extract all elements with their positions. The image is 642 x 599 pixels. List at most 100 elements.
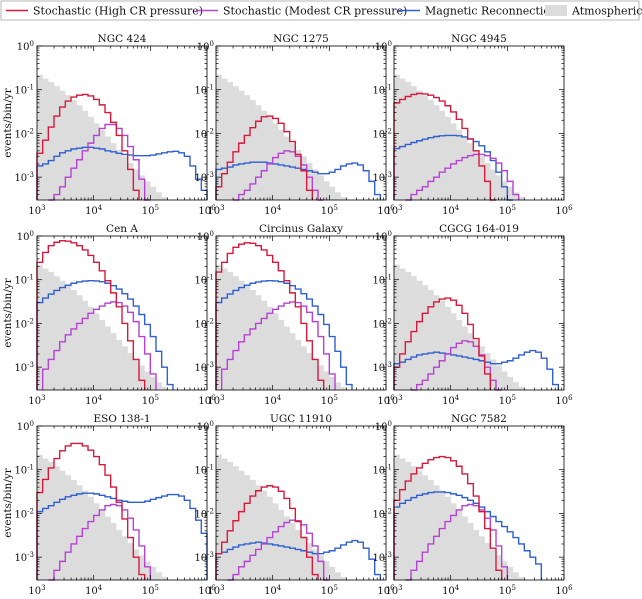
atmospheric-bar [496,365,502,390]
atmospheric-bar [295,149,302,200]
atmospheric-bar [150,376,157,390]
atmospheric-bar [507,566,514,580]
high-series-line [36,442,146,580]
x-tick-label: 105 [142,394,159,407]
x-tick-label: 104 [85,394,103,407]
atmospheric-bar [139,365,145,390]
panel-ngc-424: 103 104 105 106 100 10-1 10-2 10-3 NGC 424 events… [2,33,216,217]
y-tick-label: 100 [17,40,34,53]
plot-frame [393,235,565,391]
atmospheric-bar [65,95,72,200]
x-tick-label: 104 [442,584,460,597]
plot-frame [393,425,565,581]
atmospheric-bar [233,86,239,200]
y-tick-label: 10-2 [194,127,214,140]
y-tick-label: 10-1 [372,84,392,97]
atmospheric-bar [105,136,111,200]
x-tick-label: 105 [321,584,338,597]
x-tick-label: 106 [198,204,216,217]
atmospheric-bar [93,313,100,390]
atmospheric-bar [76,295,83,390]
atmospheric-bar [278,509,285,580]
legend-item-recon: Magnetic Reconnection [398,5,557,18]
atmospheric-bar [323,181,330,200]
atmospheric-bar [48,272,55,390]
legend-item-modest: Stochastic (Modest CR pressure) [196,5,407,18]
atmospheric-bar [88,306,94,390]
panel-title: Circinus Galaxy [259,223,343,235]
atmospheric-bar [127,163,134,200]
atmospheric-bar [484,353,491,390]
atmospheric-bar [318,555,324,580]
modest-series-line [48,123,151,201]
atmospheric-bar [473,339,480,390]
high-series-line [36,93,140,200]
atmospheric-bar [284,136,290,200]
axis-ticks [393,235,565,390]
atmospheric-bar [518,387,525,390]
atmospheric-bars [394,74,525,200]
atmospheric-bar [105,516,111,580]
recon-series-line [215,539,382,580]
atmospheric-bar [93,503,100,580]
legend-label-high: Stochastic (High CR pressure) [33,5,203,18]
atmospheric-bar [462,326,468,390]
y-tick-label: 10-3 [14,361,34,374]
atmospheric-bar [161,197,168,200]
y-tick-label: 100 [197,230,214,243]
modest-series-line [405,153,520,201]
atmospheric-bar [221,78,228,200]
atmospheric-bar [150,566,157,580]
atmospheric-bar [122,156,128,200]
atmospheric-bar [139,175,145,200]
atmospheric-bar [399,78,406,200]
atmospheric-bar [42,78,49,200]
y-tick-label: 100 [17,420,34,433]
legend-swatch-atmo [545,5,567,16]
atmospheric-bar [216,454,222,580]
x-tick-label: 106 [555,394,573,407]
axis-ticks [215,235,387,390]
atmospheric-bar [250,290,256,390]
atmospheric-bar [144,181,151,200]
atmospheric-bar [422,475,429,580]
atmospheric-bar [433,105,440,200]
atmospheric-bar [422,285,429,390]
high-series-line [215,115,314,200]
axis-ticks [215,425,387,580]
atmospheric-bar [110,333,117,390]
axis-ticks [393,425,565,580]
atmospheric-bar [272,503,279,580]
atmospheric-bar [329,376,336,390]
atmospheric-bar [122,346,128,390]
atmospheric-bar [250,480,256,580]
atmospheric-bar [161,387,168,390]
atmospheric-bar [411,276,417,390]
modest-series-line [48,503,152,581]
atmospheric-bar [82,300,89,390]
y-tick-label: 10-2 [372,317,392,330]
x-tick-label: 103 [385,394,402,407]
atmospheric-bar [48,462,55,580]
atmospheric-bar [323,561,330,580]
atmospheric-bar [422,95,429,200]
x-tick-label: 105 [321,394,338,407]
atmospheric-bar [238,90,245,200]
legend-item-high: Stochastic (High CR pressure) [6,5,203,18]
atmospheric-bar [513,572,519,580]
panel-circinus-galaxy: 103 104 105 106 100 10-1 10-2 10-3 Circinus Gala… [194,223,395,407]
y-tick-label: 10-3 [14,171,34,184]
atmospheric-bar [261,490,268,580]
plot-frame [36,425,208,581]
atmospheric-bar [244,475,251,580]
atmospheric-bar [501,561,508,580]
atmospheric-bar [284,516,290,580]
atmospheric-bar [255,485,262,580]
x-tick-label: 104 [442,394,460,407]
x-tick-label: 104 [264,204,282,217]
atmospheric-bar [462,136,468,200]
atmospheric-bar [490,169,497,200]
x-tick-label: 104 [264,394,282,407]
plot-frame [215,235,387,391]
